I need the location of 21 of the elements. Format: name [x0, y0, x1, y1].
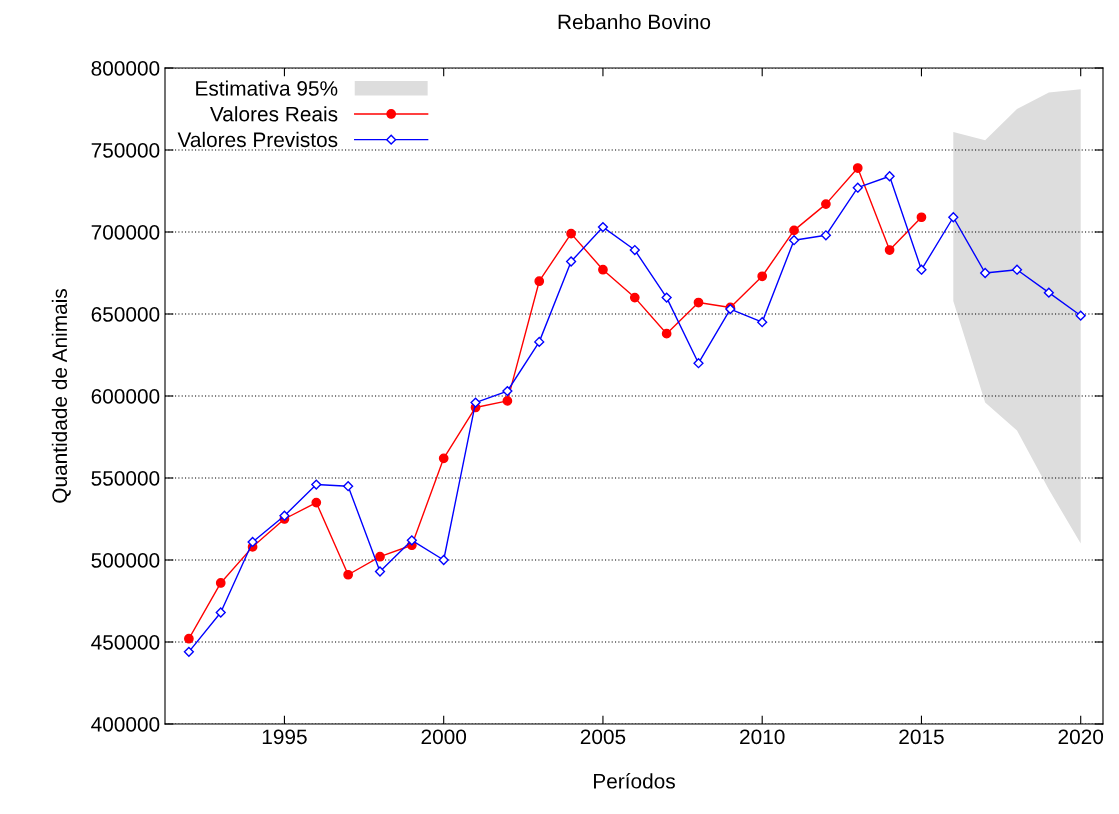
y-tick-label: 700000: [91, 225, 160, 240]
legend-label: Estimativa 95%: [196, 80, 338, 96]
x-tick-label: 1995: [262, 729, 307, 745]
x-tick-label: 2015: [899, 729, 944, 745]
legend-label: Valores Previstos: [177, 131, 338, 148]
legend-label: Valores Reais: [210, 106, 338, 122]
x-tick-label: 2020: [1058, 729, 1104, 745]
y-tick-label: 800000: [91, 61, 160, 76]
y-tick-label: 500000: [91, 553, 160, 568]
y-tick-label: 600000: [91, 389, 160, 404]
y-tick-label: 550000: [91, 471, 160, 486]
x-tick-label: 2010: [740, 729, 785, 745]
y-tick-label: 750000: [91, 143, 160, 158]
y-axis-title: Quantidade de Animais: [51, 289, 71, 503]
chart-title: Rebanho Bovino: [558, 14, 711, 30]
x-axis-title: Períodos: [594, 773, 675, 789]
y-tick-label: 650000: [91, 307, 160, 322]
x-tick-label: 2005: [580, 729, 626, 745]
x-tick-label: 2000: [421, 729, 467, 745]
y-tick-label: 400000: [91, 717, 160, 732]
y-tick-label: 450000: [91, 635, 160, 650]
